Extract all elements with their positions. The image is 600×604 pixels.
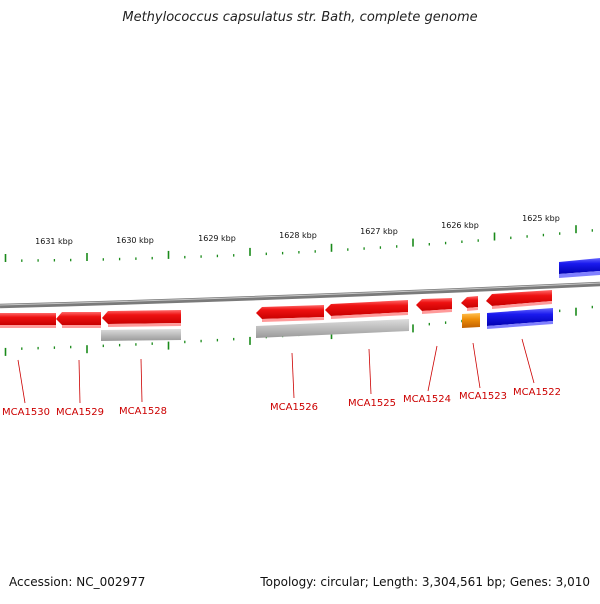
ruler-label-1628: 1628 kbp [279,231,317,240]
gray-feature-2[interactable] [256,319,409,338]
gene-label-mca1529[interactable]: MCA1529 [56,407,104,418]
gene-mca1530[interactable] [0,313,56,328]
ruler-label-1631: 1631 kbp [35,237,73,246]
feature-blue-top[interactable] [559,258,600,278]
gene-mca1528[interactable] [102,310,181,327]
ruler-label-1627: 1627 kbp [360,227,398,236]
gene-mca1524[interactable] [416,298,452,314]
gene-label-mca1525[interactable]: MCA1525 [348,398,396,409]
accession-label: Accession: NC_002977 [9,575,146,589]
ruler-labels: 1631 kbp 1630 kbp 1629 kbp 1628 kbp 1627… [35,214,560,246]
orange-feature[interactable] [462,313,480,328]
genome-backbone [0,281,600,309]
gray-feature-1[interactable] [101,329,181,341]
gene-labels: MCA1530 MCA1529 MCA1528 MCA1526 MCA1525 … [2,387,561,418]
gene-mca1526[interactable] [256,305,324,322]
ruler-label-1626: 1626 kbp [441,221,479,230]
gene-label-mca1524[interactable]: MCA1524 [403,394,451,405]
gene-label-mca1526[interactable]: MCA1526 [270,402,318,413]
gene-mca1529[interactable] [56,312,101,328]
gene-label-mca1522[interactable]: MCA1522 [513,387,561,398]
gene-mca1525[interactable] [325,300,408,319]
gene-mca1523[interactable] [461,296,478,311]
gene-label-mca1530[interactable]: MCA1530 [2,407,50,418]
ruler-label-1625: 1625 kbp [522,214,560,223]
blue-feature[interactable] [487,308,553,329]
genome-backbone-highlight [0,282,600,306]
label-leaders [17,338,535,404]
ruler-label-1629: 1629 kbp [198,234,236,243]
ruler-label-1630: 1630 kbp [116,236,154,245]
genome-title: Methylococcus capsulatus str. Bath, comp… [122,10,478,25]
gene-label-mca1528[interactable]: MCA1528 [119,406,167,417]
gene-label-mca1523[interactable]: MCA1523 [459,391,507,402]
outer-ruler [4,225,593,262]
topology-label: Topology: circular; Length: 3,304,561 bp… [260,575,590,589]
gene-mca1522-upper[interactable] [486,290,552,309]
